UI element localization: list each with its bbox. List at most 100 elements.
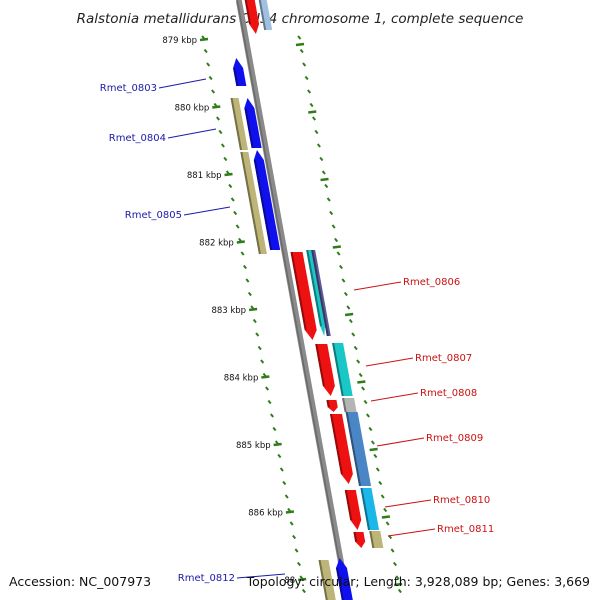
tick-label: 883 kbp — [211, 306, 246, 316]
gene-label-rmet-0804[interactable]: Rmet_0804 — [109, 133, 166, 144]
gene-shade — [240, 151, 261, 255]
minor-tick — [304, 75, 309, 81]
gene-label-rmet-0806[interactable]: Rmet_0806 — [403, 277, 460, 288]
gene-shade — [345, 411, 362, 487]
gene-shade — [353, 531, 358, 542]
gene-feature[interactable] — [360, 488, 380, 530]
major-tick — [344, 312, 354, 317]
minor-tick — [272, 426, 277, 432]
minor-tick — [284, 494, 289, 499]
gene-feature[interactable] — [326, 400, 338, 412]
minor-tick — [245, 278, 250, 283]
gene-shade — [253, 159, 273, 251]
minor-tick — [324, 183, 329, 189]
minor-tick — [353, 345, 358, 351]
major-tick — [236, 240, 245, 244]
minor-tick — [301, 588, 306, 594]
gene-shade — [311, 249, 329, 337]
gene-label-rmet-0810[interactable]: Rmet_0810 — [433, 495, 490, 506]
chromosome-backbone — [235, 0, 351, 600]
gene-feature[interactable] — [353, 532, 366, 548]
minor-tick — [361, 386, 366, 391]
gene-shade — [326, 399, 330, 408]
minor-tick — [346, 305, 351, 310]
minor-tick — [279, 467, 284, 472]
minor-tick — [395, 575, 400, 580]
minor-tick — [230, 197, 235, 202]
tick-labels: 879 kbp 880 kbp 881 kbp 882 kbp 883 kbp 884 k… — [162, 36, 403, 587]
major-tick — [212, 105, 221, 109]
gene-label-rmet-0807[interactable]: Rmet_0807 — [415, 353, 472, 364]
minor-tick — [334, 237, 339, 243]
tick-label: 880 kbp — [175, 104, 210, 114]
minor-tick — [356, 359, 361, 364]
gene-feature[interactable] — [244, 0, 260, 34]
gene-feature[interactable] — [344, 490, 362, 530]
major-tick — [224, 172, 233, 177]
gene-feature[interactable] — [315, 344, 335, 396]
gene-feature[interactable] — [253, 150, 281, 250]
minor-tick — [252, 318, 257, 324]
gene-shade — [258, 0, 267, 31]
gene-label-rmet-0809[interactable]: Rmet_0809 — [426, 433, 483, 444]
label-leaders — [158, 78, 436, 579]
gene-feature[interactable] — [244, 98, 262, 148]
minor-tick — [351, 332, 356, 337]
major-tick — [320, 177, 329, 182]
gene-feature[interactable] — [329, 414, 353, 484]
minor-tick — [341, 278, 346, 283]
gene-shade — [315, 343, 325, 387]
gene-label-rmet-0811[interactable]: Rmet_0811 — [437, 524, 494, 535]
minor-tick — [247, 291, 252, 297]
minor-tick — [385, 521, 390, 526]
minor-tick — [265, 386, 270, 391]
minor-tick — [309, 102, 314, 108]
major-tick — [332, 245, 341, 249]
gene-feature[interactable] — [318, 560, 336, 600]
minor-tick — [314, 129, 319, 135]
minor-tick — [270, 413, 274, 418]
gene-labels: Rmet_0803 Rmet_0804 Rmet_0805 Rmet_0806 Rmet… — [100, 83, 494, 584]
backbone-line — [235, 0, 351, 600]
major-tick — [369, 447, 378, 452]
minor-tick — [370, 440, 375, 445]
major-tick — [273, 442, 282, 447]
minor-tick — [233, 210, 238, 216]
topology-summary: Topology: circular; Length: 3,928,089 bp… — [246, 574, 590, 589]
gene-feature[interactable] — [345, 412, 372, 486]
gene-shade — [336, 567, 344, 600]
tick-label: 88 — [284, 576, 295, 586]
major-tick — [308, 110, 317, 114]
minor-tick — [211, 89, 216, 94]
gene-feature[interactable] — [290, 252, 317, 340]
label-leader-line — [158, 78, 207, 89]
gene-label-rmet-0812[interactable]: Rmet_0812 — [178, 573, 235, 584]
outer-tick-ring — [201, 35, 306, 594]
minor-tick — [282, 480, 287, 486]
minor-tick — [294, 548, 299, 553]
gene-label-rmet-0805[interactable]: Rmet_0805 — [125, 210, 182, 221]
minor-tick — [206, 62, 211, 67]
minor-tick — [380, 494, 385, 499]
minor-tick — [373, 453, 378, 459]
gene-shade — [342, 397, 347, 413]
minor-tick — [383, 507, 388, 513]
minor-tick — [299, 48, 304, 54]
label-leader-line — [384, 499, 432, 508]
minor-tick — [329, 210, 334, 216]
gene-feature[interactable] — [332, 343, 353, 396]
minor-tick — [348, 318, 353, 324]
major-tick — [381, 515, 391, 519]
minor-tick — [343, 291, 348, 297]
gene-label-rmet-0808[interactable]: Rmet_0808 — [420, 388, 477, 399]
minor-tick — [378, 480, 383, 486]
minor-tick — [363, 399, 368, 405]
gene-label-rmet-0803[interactable]: Rmet_0803 — [100, 83, 157, 94]
tick-label: 886 kbp — [248, 509, 283, 519]
minor-tick — [390, 548, 395, 553]
backbone-edge — [236, 0, 348, 600]
label-leader-line — [365, 357, 414, 367]
gene-shade — [369, 530, 375, 549]
minor-tick — [297, 561, 301, 567]
major-tick — [248, 307, 258, 312]
